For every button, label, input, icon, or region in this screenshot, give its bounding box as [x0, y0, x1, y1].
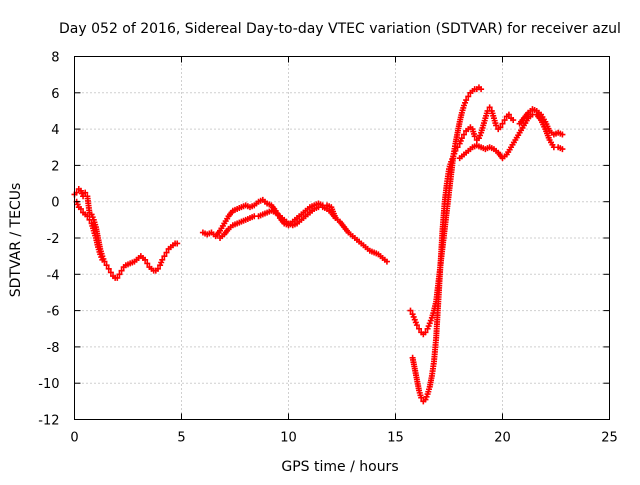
y-tick-label: -4 — [47, 268, 60, 283]
data-point — [413, 322, 420, 329]
y-axis-label: SDTVAR / TECUs — [8, 183, 24, 298]
data-point — [159, 256, 166, 263]
data-point — [460, 131, 467, 138]
data-point — [332, 215, 339, 222]
x-tick-label: 0 — [70, 431, 78, 446]
series-segment-1 — [71, 185, 181, 281]
data-point — [82, 189, 89, 196]
data-point — [107, 269, 114, 276]
data-point — [105, 265, 112, 272]
data-point — [471, 133, 478, 140]
data-point — [454, 144, 461, 151]
y-tick-label: 2 — [51, 159, 59, 174]
data-point — [559, 146, 566, 153]
data-point — [99, 256, 106, 263]
series-segment-3b — [409, 104, 517, 405]
data-point — [458, 135, 465, 142]
data-point — [505, 111, 512, 118]
data-point — [142, 256, 149, 263]
data-point — [422, 329, 429, 336]
y-tick-label: 8 — [51, 51, 59, 66]
y-tick-label: 6 — [51, 87, 59, 102]
data-point — [144, 260, 151, 267]
data-point — [161, 253, 168, 260]
data-point — [418, 394, 425, 401]
data-point — [478, 86, 485, 93]
grid — [74, 56, 610, 420]
series-segment-3d — [516, 106, 566, 138]
data-point — [163, 249, 170, 256]
x-tick-label: 25 — [601, 431, 618, 446]
data-point — [465, 93, 472, 100]
y-tick-label: 0 — [51, 196, 59, 211]
x-tick-label: 20 — [494, 431, 511, 446]
axis-ticks: 0 5 10 15 20 25 -12 -10 -8 -6 -4 -2 0 2 4 6 8 — [38, 51, 618, 446]
data-point — [118, 267, 125, 274]
y-tick-label: -8 — [47, 341, 60, 356]
data-point — [463, 97, 470, 104]
data-point — [86, 216, 93, 223]
data-point — [499, 120, 506, 127]
data-point — [116, 271, 123, 278]
series-segment-2 — [199, 196, 390, 265]
chart-title: Day 052 of 2016, Sidereal Day-to-day VTE… — [59, 21, 621, 37]
data-point — [174, 240, 181, 247]
y-tick-label: 4 — [51, 123, 59, 138]
data-point — [501, 117, 508, 124]
data-point — [486, 104, 493, 111]
y-tick-label: -12 — [38, 414, 59, 429]
data-point — [452, 147, 459, 154]
data-point — [77, 205, 84, 212]
data-point — [497, 124, 504, 131]
series-segment-2b — [217, 204, 339, 241]
data-point — [154, 265, 161, 272]
x-tick-label: 15 — [387, 431, 404, 446]
data-point — [416, 325, 423, 332]
data-point — [383, 258, 390, 265]
y-tick-label: -10 — [38, 377, 59, 392]
y-tick-label: -2 — [47, 232, 60, 247]
data-point — [114, 274, 121, 281]
data-point — [103, 262, 110, 269]
y-tick-label: -6 — [47, 305, 60, 320]
data-point — [510, 117, 517, 124]
data-point — [493, 122, 500, 129]
data-point — [559, 131, 566, 138]
x-tick-label: 10 — [280, 431, 297, 446]
data-point — [407, 307, 414, 314]
x-tick-label: 5 — [177, 431, 185, 446]
series-segment-3c — [456, 111, 566, 162]
data-point — [84, 213, 91, 220]
data-series — [71, 84, 566, 405]
x-axis-label: GPS time / hours — [281, 459, 398, 475]
